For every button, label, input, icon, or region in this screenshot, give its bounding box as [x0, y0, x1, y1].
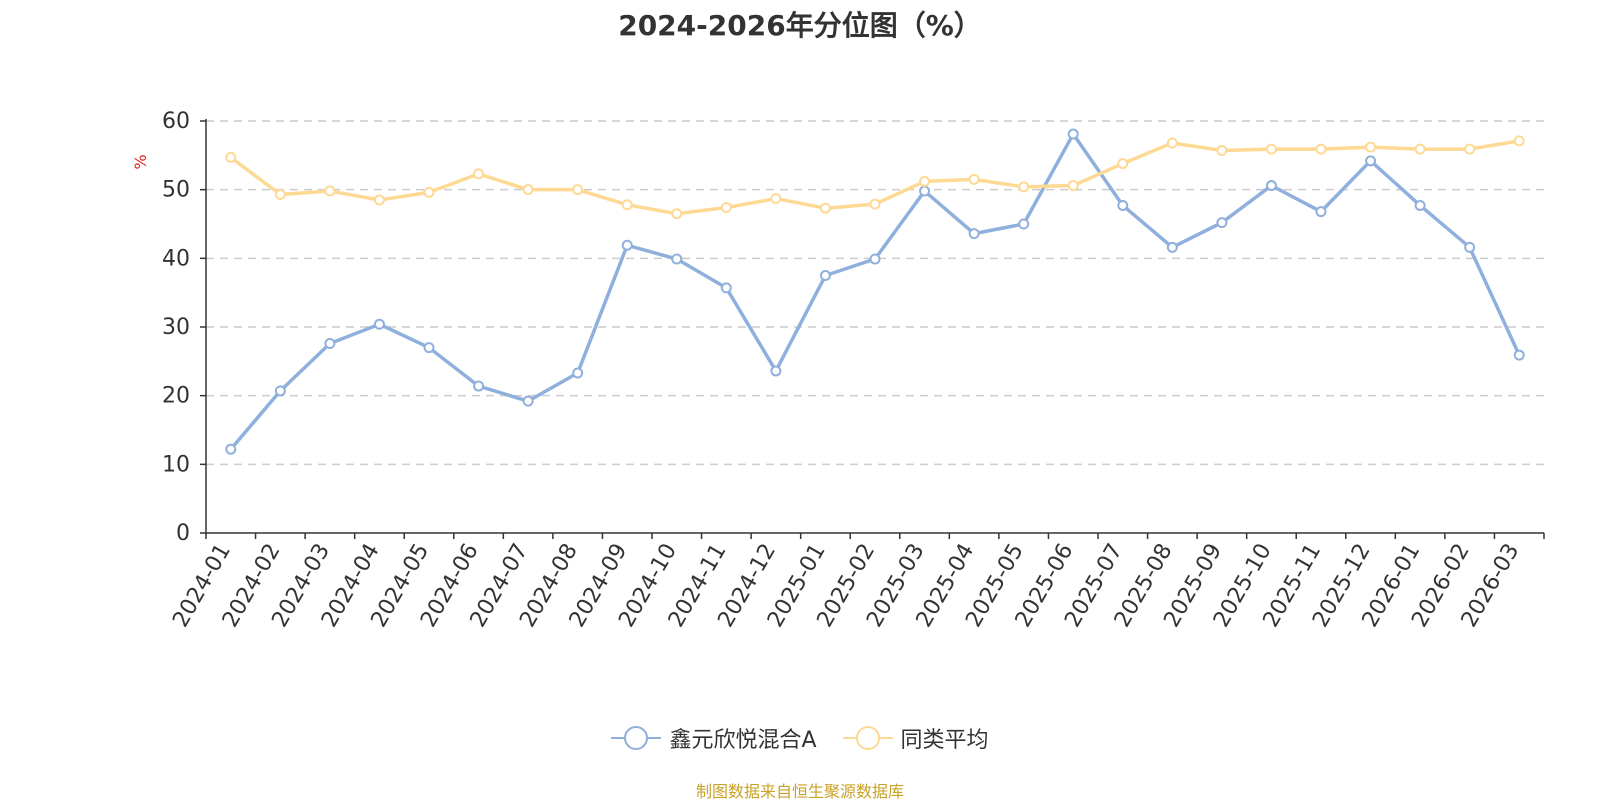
- data-point[interactable]: [324, 337, 336, 349]
- legend-marker-icon: [611, 725, 662, 751]
- legend: 鑫元欣悦混合A 同类平均: [0, 722, 1600, 754]
- data-point[interactable]: [671, 253, 683, 265]
- data-point[interactable]: [1365, 155, 1377, 167]
- data-point[interactable]: [1166, 137, 1178, 149]
- series-lines: [225, 128, 1525, 455]
- data-point[interactable]: [1464, 241, 1476, 253]
- data-point[interactable]: [819, 202, 831, 214]
- data-point[interactable]: [1513, 135, 1525, 147]
- y-tick-label: 30: [162, 315, 190, 340]
- legend-label: 鑫元欣悦混合A: [669, 728, 817, 753]
- data-point[interactable]: [274, 188, 286, 200]
- y-tick-label: 50: [162, 178, 190, 203]
- data-point[interactable]: [869, 198, 881, 210]
- data-point[interactable]: [1067, 180, 1079, 192]
- data-point[interactable]: [1018, 181, 1030, 193]
- data-point[interactable]: [621, 239, 633, 251]
- data-point[interactable]: [1018, 218, 1030, 230]
- data-point[interactable]: [522, 395, 534, 407]
- axes: [200, 119, 1545, 539]
- data-point[interactable]: [968, 173, 980, 185]
- data-point[interactable]: [1315, 206, 1327, 218]
- y-tick-label: 20: [162, 384, 190, 409]
- tick-labels: 01020304050602024-012024-022024-032024-0…: [162, 109, 1524, 632]
- data-point[interactable]: [1216, 217, 1228, 229]
- y-tick-label: 60: [162, 109, 190, 134]
- data-point[interactable]: [423, 186, 435, 198]
- data-point[interactable]: [473, 380, 485, 392]
- data-point[interactable]: [1414, 143, 1426, 155]
- data-point[interactable]: [1117, 158, 1129, 170]
- data-point[interactable]: [274, 385, 286, 397]
- data-point[interactable]: [473, 168, 485, 180]
- data-point[interactable]: [621, 199, 633, 211]
- data-point[interactable]: [225, 443, 237, 455]
- data-point[interactable]: [819, 270, 831, 281]
- data-point[interactable]: [1414, 199, 1426, 211]
- legend-label: 同类平均: [900, 728, 989, 753]
- legend-marker-icon: [842, 725, 893, 751]
- data-point[interactable]: [770, 365, 782, 377]
- legend-item[interactable]: 鑫元欣悦混合A: [611, 722, 817, 754]
- data-point[interactable]: [1166, 241, 1178, 253]
- data-point[interactable]: [919, 185, 931, 197]
- series-line: [229, 132, 1521, 451]
- data-point[interactable]: [1216, 145, 1228, 157]
- y-tick-label: 40: [162, 246, 190, 271]
- data-point[interactable]: [373, 318, 385, 330]
- y-axis-label: %: [131, 154, 150, 169]
- data-point[interactable]: [671, 208, 683, 220]
- data-point[interactable]: [522, 184, 534, 196]
- chart-title: 2024-2026年分位图（%）: [618, 9, 982, 42]
- data-point[interactable]: [1365, 141, 1377, 153]
- data-point[interactable]: [720, 202, 732, 214]
- grid-lines: [206, 120, 1544, 466]
- data-point[interactable]: [324, 185, 336, 197]
- data-point[interactable]: [770, 193, 782, 205]
- data-point[interactable]: [572, 367, 584, 379]
- data-point[interactable]: [720, 282, 732, 294]
- data-point[interactable]: [1265, 143, 1277, 155]
- legend-item[interactable]: 同类平均: [842, 722, 989, 754]
- data-point[interactable]: [1513, 349, 1525, 361]
- data-point[interactable]: [1117, 199, 1129, 211]
- data-point[interactable]: [869, 253, 881, 265]
- data-point[interactable]: [968, 228, 980, 240]
- data-point[interactable]: [423, 342, 435, 354]
- data-point[interactable]: [1464, 143, 1476, 155]
- data-point[interactable]: [919, 175, 931, 187]
- data-point[interactable]: [1315, 143, 1327, 155]
- data-point[interactable]: [1067, 128, 1079, 140]
- source-note: 制图数据来自恒生聚源数据库: [695, 782, 904, 801]
- data-point[interactable]: [373, 194, 385, 206]
- y-tick-label: 0: [176, 521, 190, 546]
- data-point[interactable]: [1265, 180, 1277, 192]
- data-point[interactable]: [225, 151, 237, 163]
- y-tick-label: 10: [162, 452, 190, 477]
- data-point[interactable]: [572, 184, 584, 196]
